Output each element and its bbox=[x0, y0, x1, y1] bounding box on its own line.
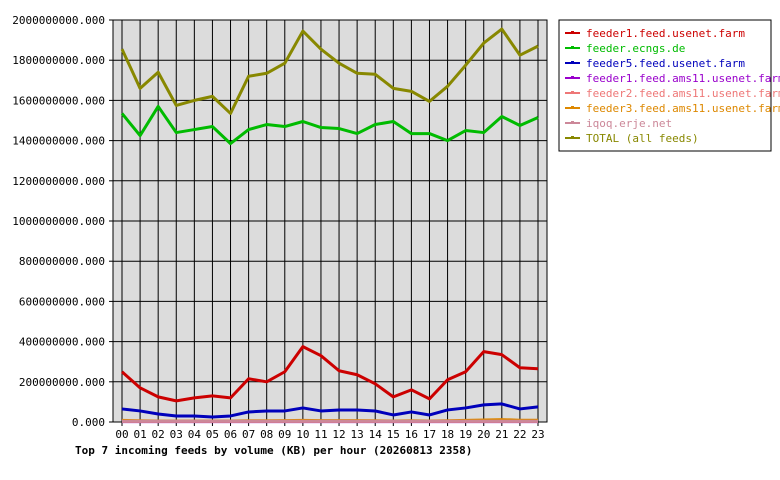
series-line bbox=[120, 27, 539, 115]
legend-marker bbox=[571, 31, 574, 34]
legend-label: TOTAL (all feeds) bbox=[586, 132, 699, 145]
legend-label: feeder1.feed.usenet.farm bbox=[586, 27, 745, 40]
y-tick-label: 2000000000.000 bbox=[12, 14, 105, 27]
grid-lines bbox=[113, 19, 547, 423]
series-line bbox=[121, 402, 539, 419]
x-tick-label: 16 bbox=[405, 428, 418, 441]
series-line bbox=[121, 345, 539, 403]
y-tick-label: 200000000.000 bbox=[19, 376, 105, 389]
legend-marker bbox=[571, 76, 574, 79]
x-tick-label: 21 bbox=[495, 428, 508, 441]
y-tick-label: 1200000000.000 bbox=[12, 175, 105, 188]
legend-label: feeder2.feed.ams11.usenet.farm bbox=[586, 87, 780, 100]
x-tick-label: 14 bbox=[369, 428, 383, 441]
x-tick-label: 15 bbox=[387, 428, 400, 441]
y-tick-label: 1800000000.000 bbox=[12, 54, 105, 67]
x-tick-label: 22 bbox=[513, 428, 526, 441]
x-tick-label: 08 bbox=[260, 428, 273, 441]
x-tick-label: 23 bbox=[531, 428, 544, 441]
x-tick-label: 05 bbox=[206, 428, 219, 441]
x-tick-label: 10 bbox=[296, 428, 309, 441]
legend-marker bbox=[571, 136, 574, 139]
legend-marker bbox=[571, 61, 574, 64]
legend-label: feeder3.feed.ams11.usenet.farm bbox=[586, 102, 780, 115]
legend-box bbox=[558, 19, 772, 152]
x-tick-label: 19 bbox=[459, 428, 472, 441]
y-axis-ticks: 0.000 200000000.000 400000000.000 600000000… bbox=[12, 14, 113, 429]
x-tick-label: 13 bbox=[351, 428, 364, 441]
legend-label: feeder5.feed.usenet.farm bbox=[586, 57, 745, 70]
x-tick-label: 11 bbox=[314, 428, 327, 441]
x-tick-label: 03 bbox=[170, 428, 183, 441]
y-tick-label: 1600000000.000 bbox=[12, 94, 105, 107]
x-tick-label: 18 bbox=[441, 428, 454, 441]
x-tick-label: 04 bbox=[188, 428, 202, 441]
x-tick-label: 02 bbox=[152, 428, 165, 441]
y-tick-label: 800000000.000 bbox=[19, 255, 105, 268]
legend-marker bbox=[571, 121, 574, 124]
y-tick-label: 1400000000.000 bbox=[12, 135, 105, 148]
legend-marker bbox=[571, 46, 574, 49]
legend-label: feeder1.feed.ams11.usenet.farm bbox=[586, 72, 780, 85]
x-tick-label: 00 bbox=[115, 428, 128, 441]
series-lines bbox=[120, 27, 539, 424]
legend-marker bbox=[571, 106, 574, 109]
x-tick-label: 20 bbox=[477, 428, 490, 441]
y-tick-label: 1000000000.000 bbox=[12, 215, 105, 228]
x-tick-label: 07 bbox=[242, 428, 255, 441]
x-axis-ticks: 00 01 02 03 04 05 06 07 08 09 10 11 12 13 14 15 16 17 18 19… bbox=[115, 422, 545, 441]
y-tick-label: 600000000.000 bbox=[19, 295, 105, 308]
y-tick-label: 400000000.000 bbox=[19, 336, 105, 349]
y-tick-label: 0.000 bbox=[72, 416, 105, 429]
legend-label: feeder.ecngs.de bbox=[586, 42, 685, 55]
x-tick-label: 06 bbox=[224, 428, 237, 441]
legend-label: iqoq.erje.net bbox=[586, 117, 672, 130]
x-tick-label: 17 bbox=[423, 428, 436, 441]
x-tick-label: 09 bbox=[278, 428, 291, 441]
series-line bbox=[120, 104, 539, 146]
legend: feeder1.feed.usenet.farm feeder.ecngs.de f… bbox=[558, 19, 780, 152]
chart-title: Top 7 incoming feeds by volume (KB) per … bbox=[75, 444, 473, 457]
legend-marker bbox=[571, 91, 574, 94]
x-tick-label: 12 bbox=[332, 428, 345, 441]
x-tick-label: 01 bbox=[133, 428, 146, 441]
